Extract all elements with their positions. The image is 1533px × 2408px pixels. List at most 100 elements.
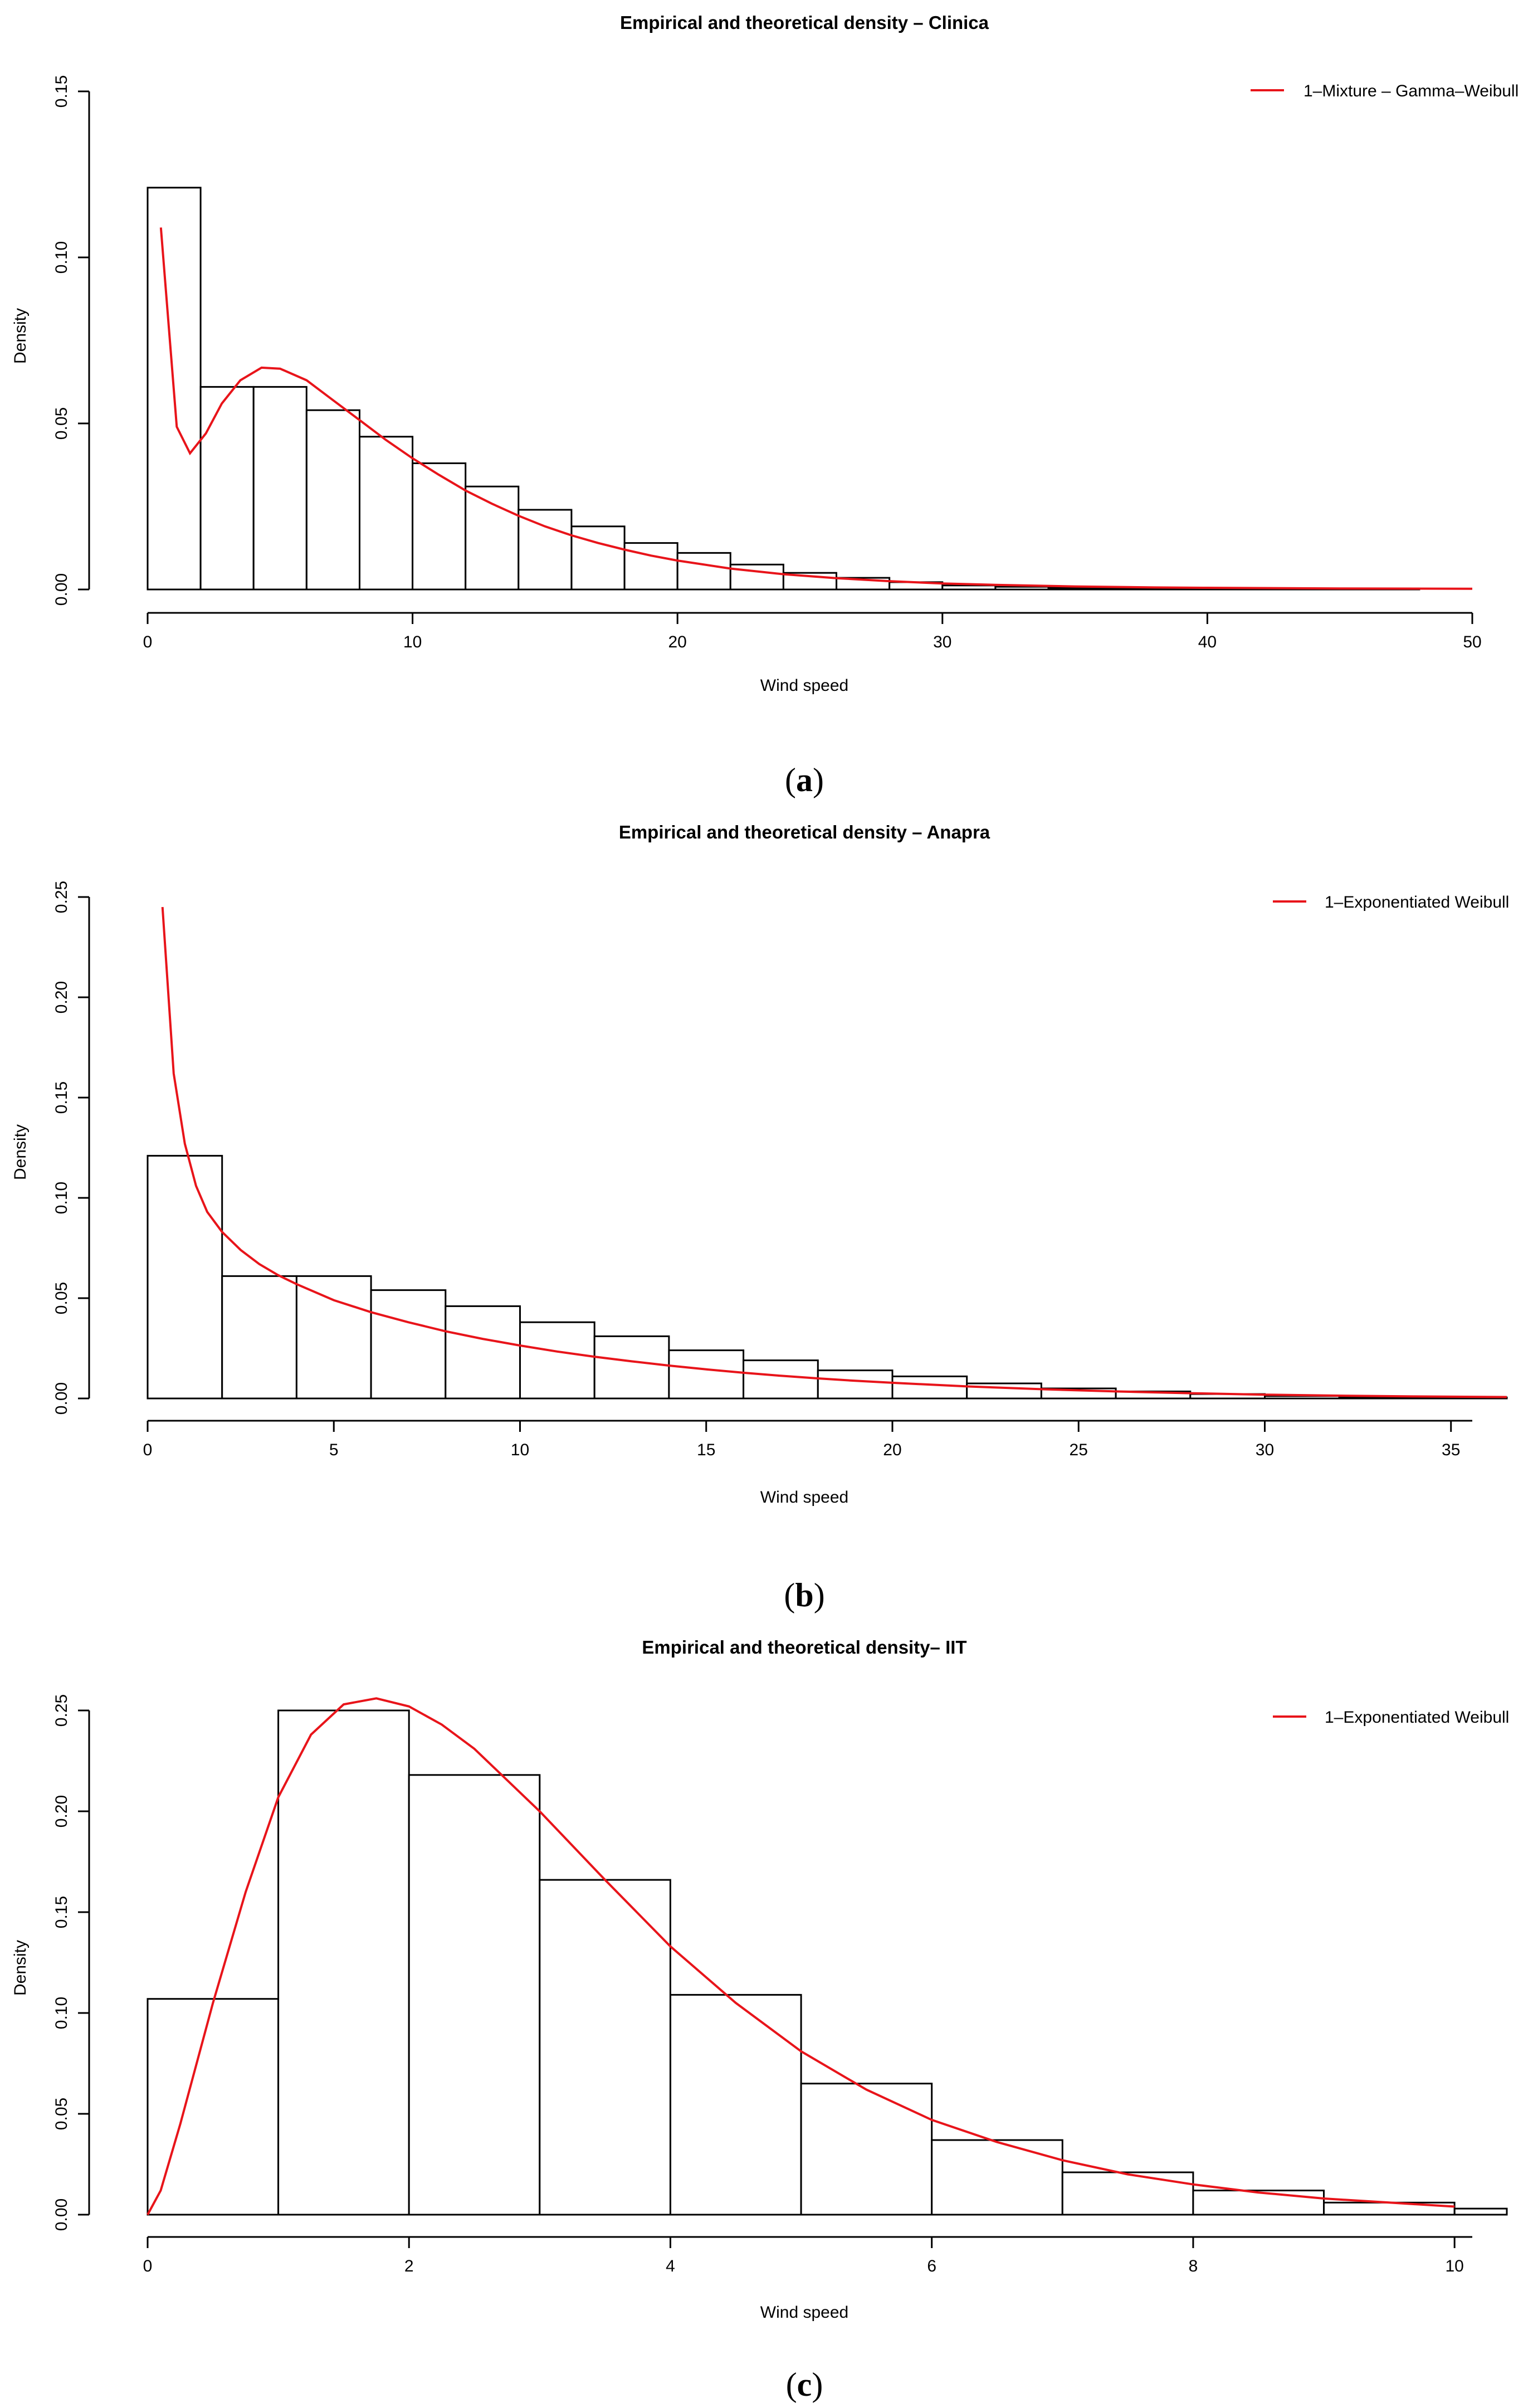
x-tick-label: 30 (1256, 1441, 1274, 1459)
x-tick-label: 5 (329, 1441, 339, 1459)
legend: 1–Exponentiated Weibull (1273, 1708, 1509, 1727)
histogram-bar (800, 2083, 933, 2216)
x-tick-label: 40 (1198, 633, 1217, 651)
panel-caption: (a) (785, 762, 824, 798)
histogram-bar (277, 1709, 410, 2216)
x-tick-label: 4 (666, 2257, 675, 2275)
histogram-bar (994, 586, 1049, 591)
x-tick-label: 20 (668, 633, 687, 651)
histogram-bar (743, 1359, 819, 1400)
histogram-bar (676, 552, 731, 591)
histogram-bar (445, 1305, 521, 1400)
histogram-bar (147, 1998, 280, 2216)
histogram-bar (539, 1879, 671, 2216)
histogram-bar (199, 386, 255, 591)
x-tick-label: 20 (883, 1441, 901, 1459)
histogram-bar (295, 1275, 372, 1400)
histogram-bar (517, 509, 573, 591)
y-tick-label: 0.10 (52, 1997, 71, 2029)
legend-label: 1–Exponentiated Weibull (1325, 893, 1509, 911)
histogram-bars (147, 1154, 1508, 1400)
x-tick-label: 10 (1445, 2257, 1463, 2275)
histogram-bar (359, 436, 414, 591)
chart-panel-iit: Empirical and theoretical density– IIT D… (11, 1637, 1509, 2403)
panel-caption-letter: a (796, 762, 813, 798)
histogram-bars (147, 1709, 1508, 2216)
histogram-bars (147, 187, 1420, 591)
y-tick-label: 0.10 (52, 241, 71, 274)
y-tick-label: 0.15 (52, 1081, 71, 1114)
axis-ticks: 0 2 4 6 8 10 0.00 0.05 0.10 0.15 0.20 0.25 (52, 1694, 1464, 2275)
x-tick-label: 8 (1189, 2257, 1198, 2275)
histogram-bar (1047, 587, 1102, 591)
histogram-bar (1061, 2171, 1194, 2216)
histogram-bar (147, 1154, 223, 1400)
x-tick-label: 6 (927, 2257, 936, 2275)
histogram-bar (408, 1774, 541, 2216)
histogram-bar (252, 386, 307, 591)
axis-ticks: 0 5 10 15 20 25 30 35 0.00 0.05 0.10 0.15 0.20 0.25 (52, 881, 1460, 1459)
chart-title: Empirical and theoretical density – Anap… (619, 822, 990, 842)
histogram-bar (891, 1375, 968, 1400)
chart-title: Empirical and theoretical density– IIT (642, 1637, 966, 1658)
histogram-bar (623, 542, 678, 591)
legend-label: 1–Mixture – Gamma–Weibull (1303, 82, 1519, 100)
histogram-bar (817, 1369, 894, 1400)
histogram-bar (668, 1349, 745, 1400)
histogram-bar (519, 1321, 595, 1400)
y-tick-label: 0.25 (52, 881, 71, 913)
y-axis-label: Density (11, 308, 30, 364)
x-tick-label: 0 (143, 2257, 153, 2275)
x-tick-label: 10 (511, 1441, 529, 1459)
x-axis-label: Wind speed (760, 1488, 848, 1507)
y-tick-label: 0.05 (52, 1282, 71, 1314)
panel-caption-letter: b (795, 1577, 813, 1614)
histogram-bar (593, 1335, 670, 1400)
y-tick-label: 0.15 (52, 75, 71, 108)
chart-title: Empirical and theoretical density – Clin… (620, 12, 989, 33)
histogram-bar (305, 409, 361, 591)
y-tick-label: 0.10 (52, 1182, 71, 1214)
chart-panel-anapra: Empirical and theoretical density – Anap… (11, 822, 1509, 1614)
histogram-bar (221, 1275, 297, 1400)
y-axis-label: Density (11, 1124, 30, 1180)
histogram-bar (1192, 2190, 1325, 2216)
y-tick-label: 0.20 (52, 1795, 71, 1827)
histogram-bar (370, 1289, 447, 1400)
histogram-bar (465, 485, 520, 591)
y-tick-label: 0.00 (52, 1382, 71, 1415)
axis-ticks: 0 10 20 30 40 50 0.00 0.05 0.10 0.15 (52, 75, 1482, 651)
chart-panel-clinica: Empirical and theoretical density – Clin… (11, 12, 1519, 798)
y-tick-label: 0.20 (52, 981, 71, 1013)
y-tick-label: 0.00 (52, 573, 71, 606)
x-tick-label: 50 (1463, 633, 1481, 651)
x-tick-label: 0 (143, 633, 153, 651)
density-curve (147, 1697, 1455, 2215)
y-tick-label: 0.00 (52, 2199, 71, 2231)
x-tick-label: 30 (933, 633, 951, 651)
density-curve (159, 227, 1473, 590)
panel-caption: (b) (784, 1577, 824, 1614)
histogram-bar (931, 2139, 1063, 2216)
x-tick-label: 10 (403, 633, 422, 651)
x-tick-label: 15 (697, 1441, 715, 1459)
legend-label: 1–Exponentiated Weibull (1325, 1708, 1509, 1727)
histogram-bar (966, 1382, 1042, 1400)
histogram-bar (1453, 2207, 1508, 2216)
x-axis-label: Wind speed (760, 676, 848, 695)
histogram-bar (570, 525, 626, 591)
density-curve (161, 906, 1507, 1398)
x-tick-label: 2 (404, 2257, 414, 2275)
y-axis-label: Density (11, 1940, 30, 1996)
legend: 1–Mixture – Gamma–Weibull (1251, 82, 1519, 100)
histogram-bar (941, 584, 997, 591)
y-tick-label: 0.25 (52, 1694, 71, 1727)
panel-caption: (c) (786, 2366, 823, 2403)
x-tick-label: 35 (1442, 1441, 1460, 1459)
legend: 1–Exponentiated Weibull (1273, 893, 1509, 911)
y-tick-label: 0.05 (52, 407, 71, 440)
y-tick-label: 0.05 (52, 2098, 71, 2130)
x-axis-label: Wind speed (760, 2303, 848, 2322)
panel-caption-letter: c (797, 2366, 812, 2403)
